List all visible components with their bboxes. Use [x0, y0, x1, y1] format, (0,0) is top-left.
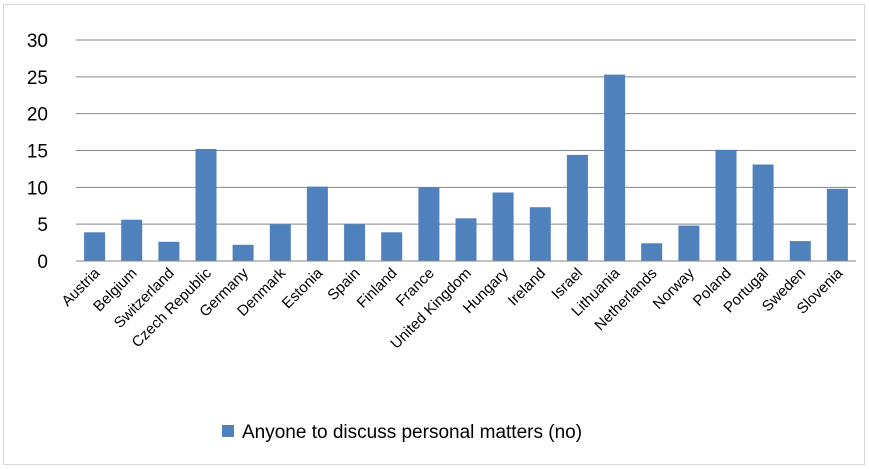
bars [84, 74, 848, 261]
bar [381, 232, 403, 261]
bar [492, 192, 514, 261]
bar [529, 207, 551, 261]
bar [232, 244, 254, 261]
bar [789, 241, 811, 261]
legend-swatch [222, 425, 234, 437]
y-tick-label: 5 [37, 215, 48, 236]
x-category-label: Norway [650, 264, 698, 312]
legend-label: Anyone to discuss personal matters (no) [242, 422, 582, 443]
legend: Anyone to discuss personal matters (no) [222, 422, 582, 443]
bar [604, 74, 626, 261]
bar [158, 241, 180, 261]
x-category-label: Finland [354, 265, 401, 312]
bar [826, 188, 848, 261]
bar [678, 225, 700, 261]
y-tick-label: 10 [27, 178, 48, 199]
bar [121, 219, 143, 261]
y-tick-label: 0 [37, 252, 48, 273]
bar [306, 186, 328, 261]
y-tick-label: 25 [27, 68, 48, 89]
y-tick-label: 15 [27, 142, 48, 163]
bar [195, 149, 217, 261]
x-category-label: Ireland [505, 265, 549, 309]
y-tick-label: 30 [27, 31, 48, 52]
bar [455, 218, 477, 261]
bar [715, 149, 737, 261]
bar [344, 224, 366, 261]
y-axis-tick-labels: 0 5 10 15 20 25 30 [27, 31, 48, 273]
bar [752, 164, 774, 261]
bar [641, 243, 663, 261]
bar [418, 187, 440, 261]
gridlines [76, 39, 856, 225]
bar [566, 154, 588, 261]
x-category-label: Estonia [279, 264, 327, 312]
bar [84, 232, 106, 261]
bar [269, 224, 291, 261]
y-tick-label: 20 [27, 105, 48, 126]
